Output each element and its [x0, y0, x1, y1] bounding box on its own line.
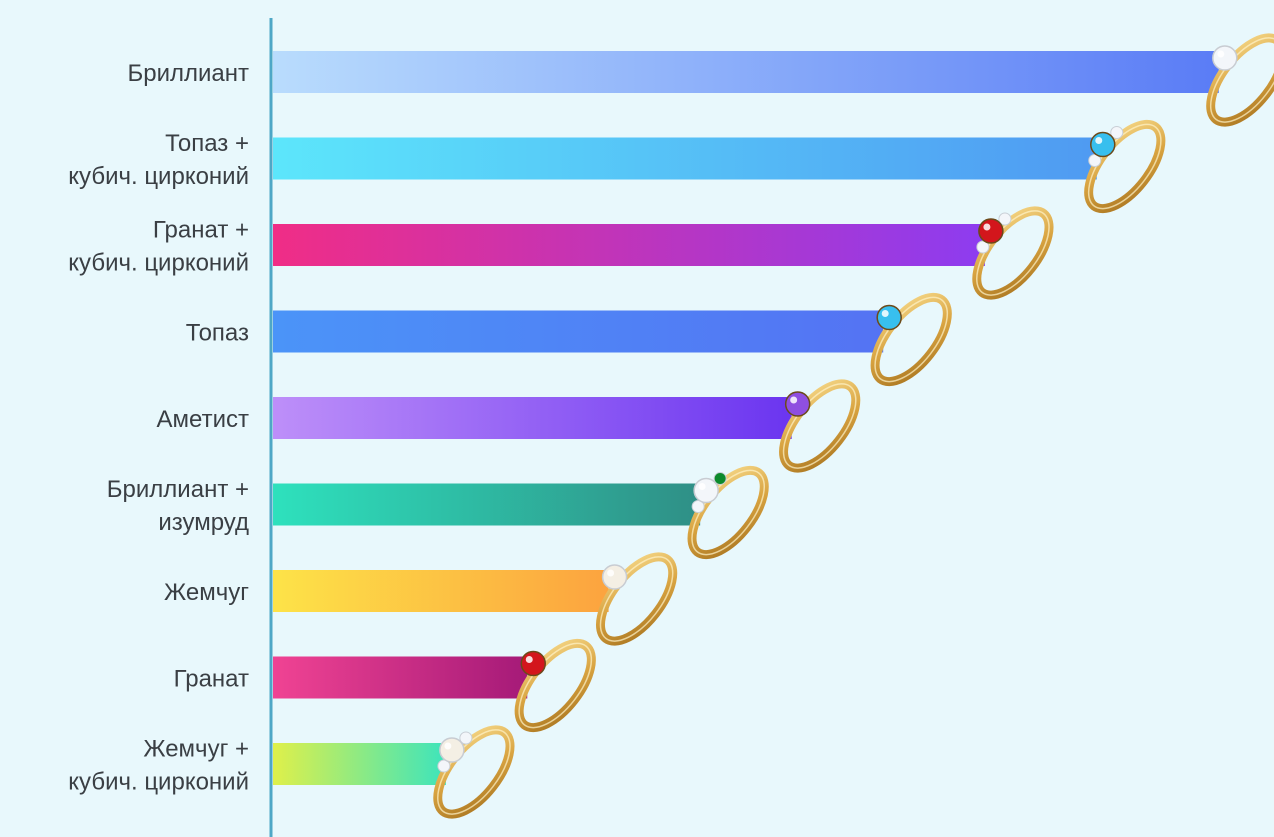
gem-icon — [601, 564, 628, 590]
bar — [273, 656, 528, 699]
gem-icon — [976, 212, 1012, 254]
bars-group — [273, 51, 1219, 785]
bar — [273, 224, 985, 266]
bar — [273, 310, 884, 353]
bar — [273, 743, 446, 785]
category-label: Гранат + кубич. цирконий — [68, 217, 249, 277]
gem-icon — [437, 731, 473, 773]
category-label: Жемчуг + кубич. цирконий — [68, 736, 249, 796]
category-labels: Бриллиант Топаз + кубич. цирконий Гранат + к… — [68, 60, 249, 796]
category-label: Бриллиант — [127, 60, 249, 87]
rings-group — [433, 33, 1274, 819]
category-label: Топаз — [186, 320, 249, 347]
gem-icon — [1088, 126, 1124, 167]
bar — [273, 51, 1219, 93]
gem-icon — [520, 650, 546, 677]
gem-icon — [691, 472, 727, 513]
gem-icon — [876, 304, 902, 331]
bar — [273, 137, 1097, 180]
category-label: Топаз + кубич. цирконий — [68, 130, 249, 190]
gem-icon — [1212, 45, 1238, 71]
category-label: Гранат — [174, 666, 249, 693]
category-label: Бриллиант + изумруд — [107, 476, 249, 536]
category-label: Аметист — [157, 406, 249, 433]
gem-icon — [784, 391, 811, 417]
bar — [273, 483, 701, 526]
bar — [273, 397, 792, 439]
category-label: Жемчуг — [164, 579, 249, 606]
bar — [273, 570, 609, 612]
